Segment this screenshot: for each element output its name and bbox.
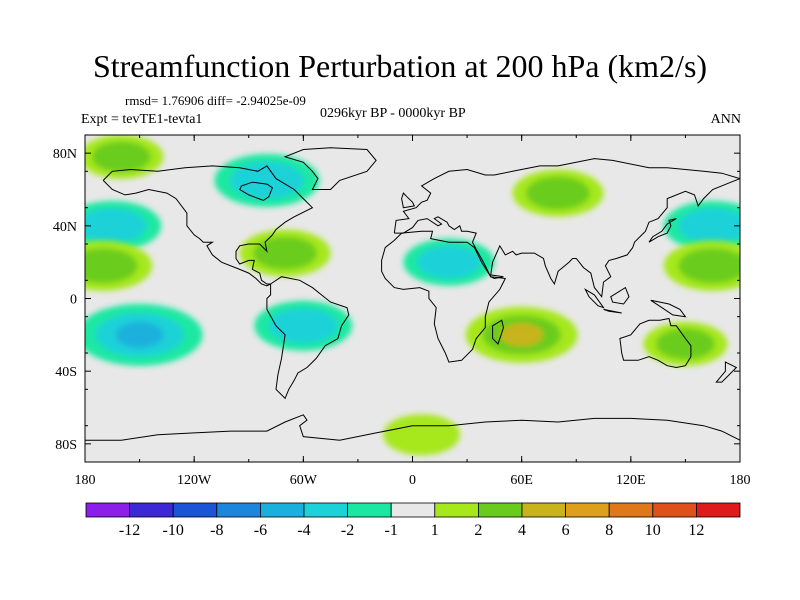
- coast-hudson-bay: [239, 181, 274, 201]
- coast-south-america: [266, 276, 350, 400]
- coast-japan: [648, 218, 677, 243]
- lat-label: 80S: [55, 438, 77, 453]
- colorbar-swatch: [259, 502, 305, 518]
- lon-label: 60E: [510, 473, 533, 488]
- coast-indonesia: [584, 286, 687, 318]
- colorbar-label: 10: [645, 522, 661, 539]
- coast-greenland: [283, 147, 377, 190]
- colorbar-label: 8: [605, 522, 613, 539]
- colorbar-label: 1: [431, 522, 439, 539]
- anomaly-region: [239, 229, 331, 277]
- anomaly-region: [663, 200, 740, 251]
- lon-label: 120E: [616, 473, 646, 488]
- colorbar-swatch: [347, 502, 392, 518]
- colorbar-swatch: [652, 502, 697, 518]
- map-background: [85, 135, 740, 462]
- colorbar: -12 -10 -8 -6 -4 -2 -1 1 2 4 6 8 10 12: [85, 502, 741, 539]
- lon-label: 180: [730, 473, 751, 488]
- anomaly-region: [465, 306, 578, 363]
- coast-new-zealand: [715, 361, 738, 383]
- coast-uk: [401, 192, 416, 209]
- colorbar-swatch: [303, 502, 348, 518]
- chart-title: Streamfunction Perturbation at 200 hPa (…: [92, 48, 708, 84]
- coastlines: [85, 147, 740, 441]
- colorbar-label: -6: [254, 522, 267, 539]
- coast-eurasia-east: [394, 178, 740, 298]
- colorbar-swatch: [521, 502, 566, 518]
- colorbar-swatch: [477, 502, 523, 518]
- lat-label: 80N: [53, 147, 77, 162]
- lat-label: 40S: [55, 365, 77, 380]
- lon-label: 180: [75, 473, 96, 488]
- colorbar-swatch: [608, 502, 654, 518]
- colorbar-label: -8: [210, 522, 223, 539]
- season-label: ANN: [710, 112, 741, 127]
- coast-africa: [381, 230, 507, 363]
- period-label: 0296kyr BP - 0000kyr BP: [320, 106, 466, 121]
- colorbar-swatch: [696, 502, 741, 518]
- anomaly-region: [85, 240, 153, 291]
- colorbar-label: 4: [518, 522, 526, 539]
- anomaly-region: [85, 303, 203, 366]
- anomaly-region: [254, 300, 353, 351]
- colorbar-swatch: [434, 502, 479, 518]
- colorbar-swatch: [129, 502, 174, 518]
- anomaly-region: [663, 240, 740, 291]
- colorbar-swatch: [390, 502, 436, 518]
- coast-antarctica: [85, 414, 740, 441]
- coast-australia: [619, 317, 692, 369]
- colorbar-label: -10: [163, 522, 184, 539]
- experiment-label: Expt = tevTE1-tevta1: [81, 112, 203, 127]
- coast-madagascar: [492, 319, 505, 345]
- colorbar-label: -1: [385, 522, 398, 539]
- colorbar-swatch: [565, 502, 610, 518]
- colorbar-label: 2: [474, 522, 482, 539]
- lat-label: 40N: [53, 220, 77, 235]
- anomaly-region: [85, 200, 162, 251]
- anomaly-region: [512, 169, 604, 217]
- colorbar-label: -4: [297, 522, 310, 539]
- coast-north-america: [102, 165, 314, 287]
- anomaly-region: [403, 238, 495, 286]
- colorbar-label: -12: [119, 522, 140, 539]
- lon-label: 60W: [290, 473, 318, 488]
- lon-label: 0: [409, 473, 416, 488]
- anomaly-region: [214, 153, 320, 207]
- colorbar-swatch: [85, 502, 130, 518]
- stats-label: rmsd= 1.76906 diff= -2.94025e-09: [125, 93, 306, 108]
- lon-label: 120W: [177, 473, 212, 488]
- anomaly-region: [643, 321, 728, 366]
- colorbar-swatch: [172, 502, 218, 518]
- anomaly-region: [85, 135, 164, 179]
- coast-eurasia: [393, 158, 740, 234]
- colorbar-label: 12: [688, 522, 704, 539]
- lat-label: 0: [70, 293, 77, 308]
- colorbar-label: 6: [562, 522, 570, 539]
- anomaly-region: [383, 414, 461, 456]
- colorbar-swatch: [216, 502, 261, 518]
- colorbar-label: -2: [341, 522, 354, 539]
